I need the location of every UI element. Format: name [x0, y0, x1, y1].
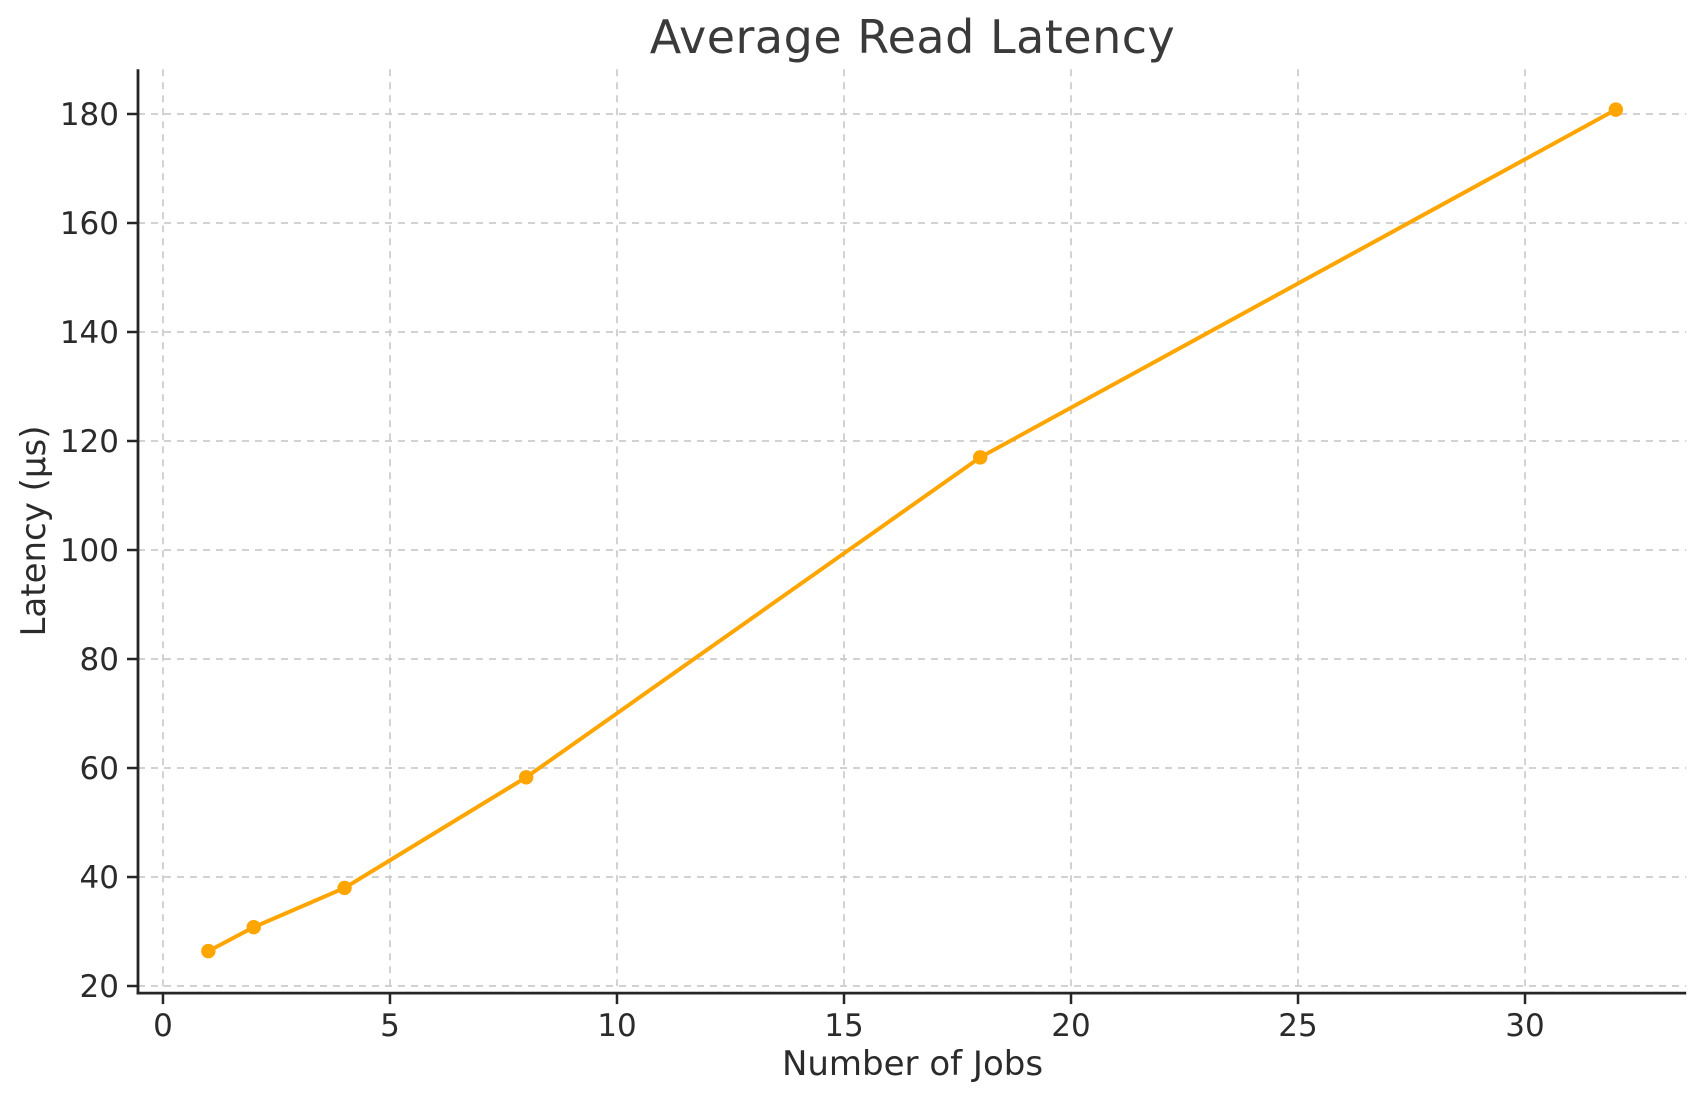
x-tick-label: 30	[1505, 1008, 1544, 1044]
y-tick-label: 100	[60, 533, 119, 569]
y-axis-label-text: Latency (μs)	[14, 425, 54, 637]
data-point-marker	[1608, 102, 1624, 117]
data-point-marker	[246, 919, 261, 935]
x-axis-label: Number of Jobs	[781, 1044, 1044, 1084]
data-point-marker	[337, 880, 352, 896]
y-tick-label: 40	[80, 860, 119, 896]
data-point-marker	[518, 770, 534, 785]
data-point-marker	[973, 450, 988, 465]
y-tick-label: 80	[80, 642, 119, 678]
x-tick-label: 20	[1051, 1008, 1090, 1044]
x-tick-label: 25	[1278, 1008, 1317, 1044]
chart-title: Average Read Latency	[649, 10, 1176, 64]
data-point-marker	[201, 943, 216, 959]
x-tick-label: 5	[380, 1008, 400, 1044]
x-tick-label: 10	[597, 1008, 636, 1044]
x-tick-label: 15	[824, 1008, 863, 1044]
y-tick-label: 160	[60, 206, 119, 242]
y-tick-label: 140	[60, 315, 119, 351]
x-tick-label: 0	[153, 1008, 173, 1044]
series-line	[206, 107, 1618, 954]
y-tick-label: 20	[80, 969, 119, 1005]
y-tick-label: 120	[60, 424, 119, 460]
y-tick-label: 180	[60, 97, 119, 133]
y-tick-label: 60	[80, 751, 119, 787]
